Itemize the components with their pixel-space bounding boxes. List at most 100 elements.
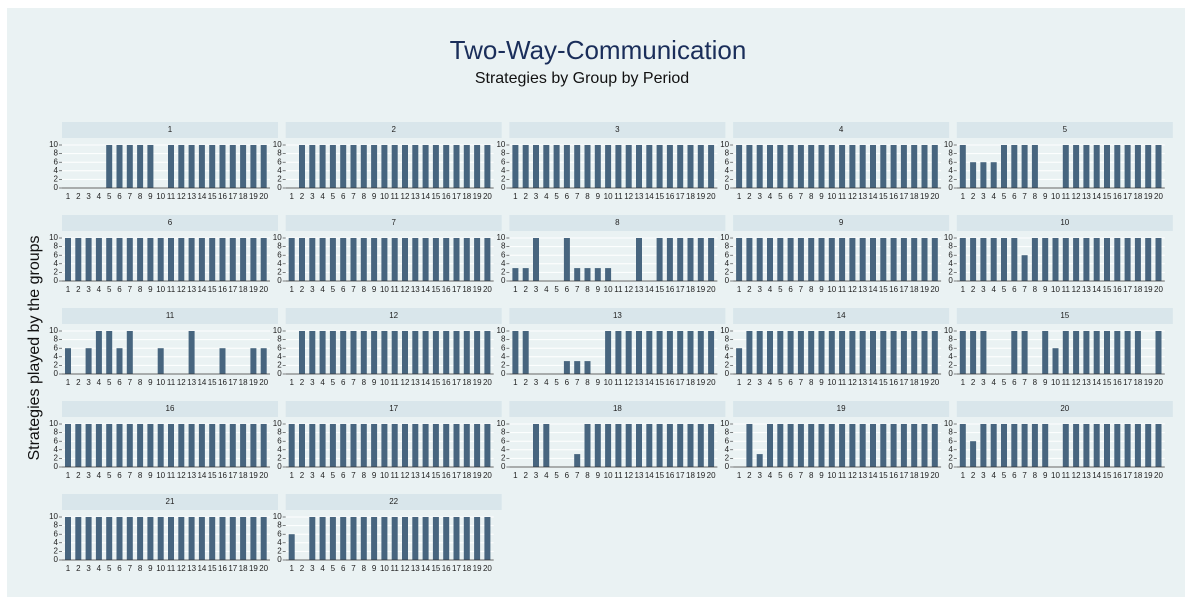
x-tick-label: 15 bbox=[431, 564, 440, 573]
y-tick-label: 10 bbox=[720, 233, 729, 242]
x-tick-label: 19 bbox=[696, 471, 705, 480]
x-tick-label: 5 bbox=[331, 285, 336, 294]
bar bbox=[921, 145, 928, 188]
bar bbox=[65, 348, 71, 374]
bar bbox=[412, 424, 419, 467]
x-tick-label: 20 bbox=[1154, 471, 1163, 480]
x-tick-label: 15 bbox=[879, 192, 888, 201]
bar bbox=[990, 162, 997, 188]
x-tick-label: 11 bbox=[614, 471, 623, 480]
x-tick-label: 3 bbox=[310, 378, 315, 387]
bar bbox=[402, 145, 408, 188]
x-tick-label: 19 bbox=[473, 564, 482, 573]
x-tick-label: 18 bbox=[462, 378, 471, 387]
x-tick-label: 9 bbox=[596, 192, 601, 201]
bar bbox=[85, 517, 92, 560]
bar bbox=[563, 238, 570, 281]
x-tick-label: 20 bbox=[483, 285, 492, 294]
panel-title: 12 bbox=[389, 311, 398, 320]
x-tick-label: 18 bbox=[910, 471, 919, 480]
x-tick-label: 15 bbox=[431, 192, 440, 201]
x-tick-label: 9 bbox=[819, 471, 824, 480]
bar bbox=[147, 145, 154, 188]
x-tick-label: 1 bbox=[961, 471, 966, 480]
bar bbox=[422, 145, 429, 188]
bar bbox=[818, 424, 825, 467]
x-tick-label: 5 bbox=[107, 564, 112, 573]
bar bbox=[402, 238, 408, 281]
bar bbox=[453, 517, 460, 560]
x-tick-label: 5 bbox=[107, 378, 112, 387]
bar bbox=[65, 238, 71, 281]
y-tick-label: 0 bbox=[725, 276, 730, 285]
bar bbox=[808, 424, 815, 467]
x-tick-label: 6 bbox=[341, 378, 346, 387]
x-tick-label: 20 bbox=[707, 378, 716, 387]
x-tick-label: 5 bbox=[554, 378, 559, 387]
bar bbox=[605, 424, 612, 467]
panel-title: 14 bbox=[837, 311, 846, 320]
bar bbox=[656, 331, 663, 374]
y-tick-label: 6 bbox=[277, 157, 282, 166]
x-tick-label: 2 bbox=[300, 285, 305, 294]
panel-header bbox=[509, 308, 726, 324]
bar bbox=[859, 238, 866, 281]
x-tick-label: 12 bbox=[401, 192, 410, 201]
x-tick-label: 17 bbox=[899, 471, 908, 480]
x-tick-label: 8 bbox=[362, 378, 367, 387]
x-tick-label: 16 bbox=[218, 564, 227, 573]
x-tick-label: 13 bbox=[187, 564, 196, 573]
x-tick-label: 20 bbox=[707, 192, 716, 201]
bar bbox=[116, 145, 123, 188]
y-tick-label: 8 bbox=[277, 428, 282, 437]
bar bbox=[299, 238, 305, 281]
bar bbox=[219, 424, 226, 467]
x-tick-label: 13 bbox=[1082, 285, 1091, 294]
x-tick-label: 19 bbox=[1144, 471, 1153, 480]
y-tick-label: 8 bbox=[54, 521, 59, 530]
x-tick-label: 20 bbox=[1154, 378, 1163, 387]
bar bbox=[708, 145, 715, 188]
x-tick-label: 3 bbox=[981, 471, 986, 480]
x-tick-label: 7 bbox=[1022, 285, 1027, 294]
x-tick-label: 18 bbox=[462, 564, 471, 573]
x-tick-label: 7 bbox=[1022, 378, 1027, 387]
bar bbox=[209, 517, 216, 560]
x-tick-label: 11 bbox=[391, 378, 400, 387]
bar bbox=[828, 238, 835, 281]
y-tick-label: 0 bbox=[501, 462, 506, 471]
bar bbox=[1031, 145, 1038, 188]
bar bbox=[198, 424, 205, 467]
bar bbox=[1062, 331, 1069, 374]
bar bbox=[980, 162, 987, 188]
bar bbox=[959, 331, 966, 374]
bar bbox=[584, 361, 591, 374]
bar bbox=[178, 424, 185, 467]
bar bbox=[605, 331, 612, 374]
x-tick-label: 3 bbox=[534, 285, 539, 294]
bar bbox=[553, 145, 560, 188]
y-tick-label: 10 bbox=[496, 326, 505, 335]
bar bbox=[1104, 145, 1110, 188]
x-tick-label: 18 bbox=[686, 378, 695, 387]
x-tick-label: 5 bbox=[554, 285, 559, 294]
x-tick-label: 18 bbox=[239, 192, 248, 201]
bar bbox=[474, 331, 481, 374]
x-tick-label: 14 bbox=[421, 192, 430, 201]
panel-title: 10 bbox=[1060, 218, 1069, 227]
x-tick-label: 2 bbox=[523, 192, 528, 201]
x-tick-label: 6 bbox=[341, 192, 346, 201]
bar bbox=[1114, 331, 1121, 374]
x-tick-label: 13 bbox=[187, 378, 196, 387]
panel-header bbox=[285, 122, 502, 138]
x-tick-label: 16 bbox=[442, 192, 451, 201]
y-tick-label: 4 bbox=[277, 166, 282, 175]
bar bbox=[959, 145, 966, 188]
bar bbox=[350, 145, 357, 188]
x-tick-label: 10 bbox=[827, 378, 836, 387]
bar bbox=[453, 331, 460, 374]
x-tick-label: 13 bbox=[1082, 471, 1091, 480]
bar bbox=[697, 424, 704, 467]
bar bbox=[849, 145, 856, 188]
x-tick-label: 1 bbox=[66, 564, 71, 573]
